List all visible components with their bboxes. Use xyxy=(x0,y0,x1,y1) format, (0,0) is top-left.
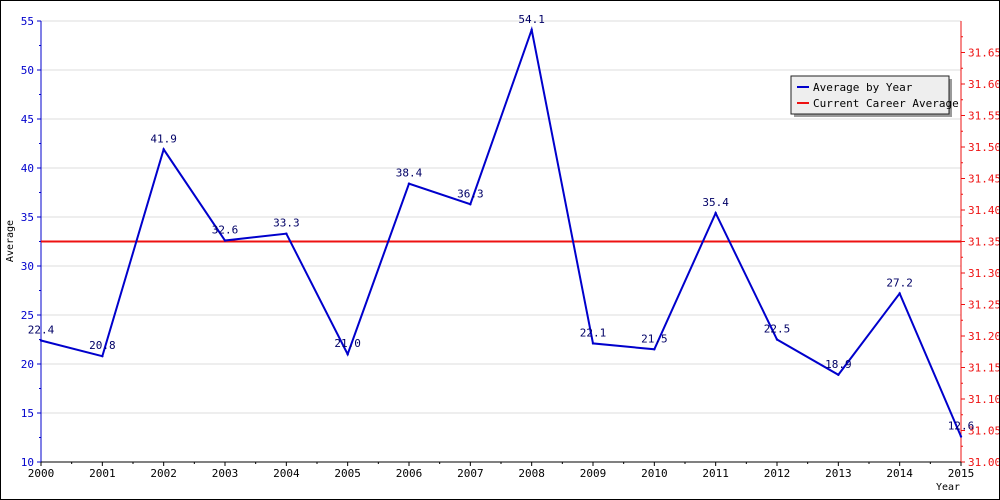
average-by-year-line xyxy=(40,26,962,437)
data-label: 22.4 xyxy=(28,323,55,336)
right-tick-label: 31.60 xyxy=(968,78,999,91)
data-point xyxy=(653,348,656,351)
data-label: 54.1 xyxy=(518,13,545,26)
data-point xyxy=(101,354,104,358)
right-tick-label: 31.00 xyxy=(968,456,999,469)
data-label: 12.6 xyxy=(948,420,975,433)
axes: 10 15 20 25 30 35 40 45 50 55 31.00 31.05 31.10 31.15… xyxy=(21,15,999,480)
x-tick-label: 2009 xyxy=(580,467,607,480)
data-label: 22.1 xyxy=(580,326,607,339)
x-tick-label: 2012 xyxy=(764,467,791,480)
data-point xyxy=(714,211,717,215)
x-tick-label: 2002 xyxy=(150,467,177,480)
y-axis-title: Average xyxy=(5,220,16,262)
data-label: 21.0 xyxy=(334,337,361,350)
right-tick-label: 31.15 xyxy=(968,362,999,375)
data-point xyxy=(591,342,595,345)
x-tick-label: 2001 xyxy=(89,467,116,480)
x-tick-label: 2006 xyxy=(396,467,423,480)
x-tick-label: 2014 xyxy=(886,467,913,480)
data-point xyxy=(285,232,288,235)
legend-label-career-average: Current Career Average xyxy=(813,97,959,110)
data-label: 36.3 xyxy=(457,187,484,200)
data-point xyxy=(162,148,165,151)
data-point xyxy=(223,239,227,242)
data-point xyxy=(775,338,779,341)
right-tick-label: 31.05 xyxy=(968,425,999,438)
left-tick-label: 20 xyxy=(21,358,34,371)
data-label: 21.5 xyxy=(641,332,668,345)
average-by-year-series xyxy=(39,26,963,438)
x-axis-title: Year xyxy=(936,482,960,493)
right-tick-label: 31.40 xyxy=(968,204,999,217)
grid-lines xyxy=(41,20,961,463)
data-label: 22.5 xyxy=(764,323,791,336)
data-label: 18.9 xyxy=(825,358,852,371)
data-label: 20.8 xyxy=(89,339,116,352)
right-tick-label: 31.50 xyxy=(968,141,999,154)
left-tick-label: 50 xyxy=(21,64,34,77)
legend-box xyxy=(790,75,950,115)
x-tick-label: 2003 xyxy=(212,467,239,480)
data-label: 32.6 xyxy=(212,224,239,237)
x-tick-label: 2015 xyxy=(948,467,975,480)
data-point xyxy=(346,353,349,356)
left-tick-label: 35 xyxy=(21,211,34,224)
legend: Average by Year Current Career Average xyxy=(790,75,959,117)
right-tick-label: 31.45 xyxy=(968,173,999,186)
left-tick-label: 45 xyxy=(21,113,34,126)
x-tick-label: 2005 xyxy=(334,467,361,480)
left-tick-label: 10 xyxy=(21,456,34,469)
x-tick-label: 2007 xyxy=(457,467,484,480)
left-tick-label: 55 xyxy=(21,15,34,28)
left-tick-label: 40 xyxy=(21,162,34,175)
x-tick-label: 2010 xyxy=(641,467,668,480)
data-label: 35.4 xyxy=(702,196,729,209)
data-label: 38.4 xyxy=(396,167,423,180)
data-labels: 22.4 20.8 41.9 32.6 33.3 21.0 38.4 36.3 54.1 22.1… xyxy=(28,13,975,433)
left-tick-label: 30 xyxy=(21,260,34,273)
data-point xyxy=(530,28,533,32)
right-tick-label: 31.30 xyxy=(968,267,999,280)
data-label: 41.9 xyxy=(150,132,177,145)
x-tick-label: 2004 xyxy=(273,467,300,480)
right-tick-label: 31.20 xyxy=(968,330,999,343)
data-point xyxy=(959,435,963,438)
left-tick-label: 25 xyxy=(21,309,34,322)
data-label: 27.2 xyxy=(886,276,913,289)
data-point xyxy=(837,373,840,376)
left-tick-label: 15 xyxy=(21,407,34,420)
right-tick-label: 31.65 xyxy=(968,47,999,60)
x-tick-label: 2008 xyxy=(518,467,545,480)
data-point xyxy=(407,182,411,185)
data-point xyxy=(39,339,43,342)
x-tick-label: 2013 xyxy=(825,467,852,480)
x-tick-label: 2000 xyxy=(28,467,55,480)
x-tick-label: 2011 xyxy=(702,467,729,480)
legend-label-average-by-year: Average by Year xyxy=(813,81,913,94)
data-point xyxy=(469,203,472,206)
right-tick-label: 31.35 xyxy=(968,236,999,249)
right-tick-label: 31.55 xyxy=(968,110,999,123)
right-tick-label: 31.10 xyxy=(968,393,999,406)
data-point xyxy=(898,292,901,295)
right-tick-label: 31.25 xyxy=(968,299,999,312)
data-label: 33.3 xyxy=(273,217,300,230)
